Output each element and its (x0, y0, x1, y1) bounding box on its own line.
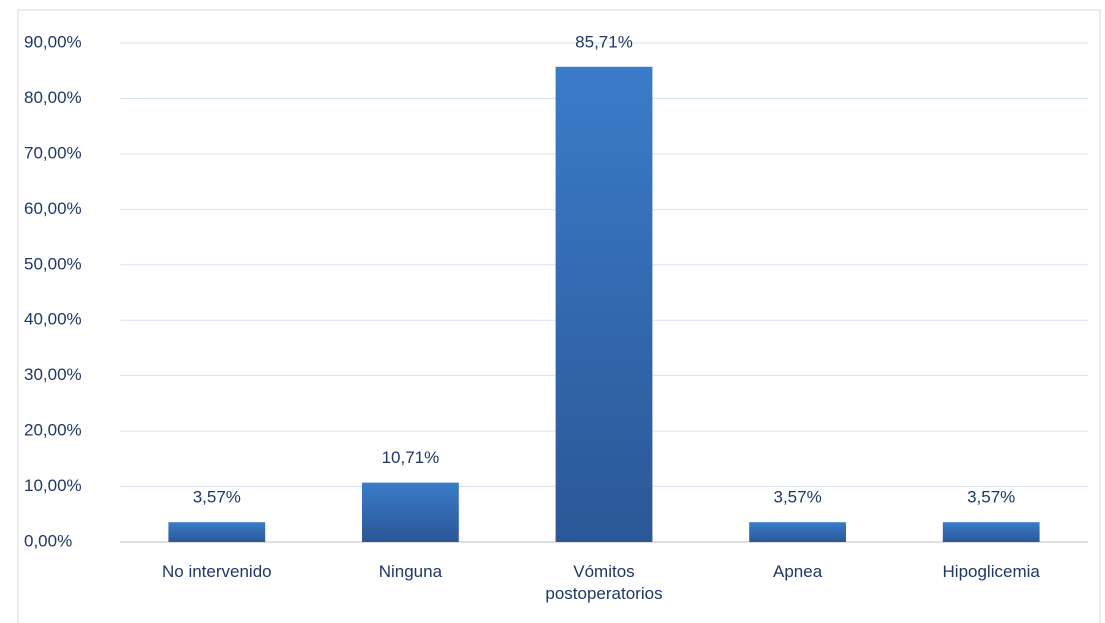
x-tick-label: Vómitos postoperatorios (545, 562, 663, 603)
data-label: 3,57% (967, 488, 1015, 507)
y-tick-label: 60,00% (24, 199, 82, 218)
y-tick-label: 40,00% (24, 310, 82, 329)
data-label: 3,57% (193, 488, 241, 507)
data-label: 3,57% (773, 488, 821, 507)
y-tick-label: 50,00% (24, 254, 82, 273)
y-tick-label: 10,00% (24, 476, 82, 495)
y-tick-label: 20,00% (24, 421, 82, 440)
y-tick-label: 70,00% (24, 143, 82, 162)
bar (168, 522, 266, 542)
bar (749, 522, 846, 542)
y-tick-label: 80,00% (24, 88, 82, 107)
bar (942, 522, 1040, 542)
bar (362, 482, 459, 542)
data-label: 10,71% (382, 448, 440, 467)
x-tick-label: Hipoglicemia (942, 562, 1040, 581)
x-tick-label: Apnea (773, 562, 823, 581)
y-tick-label: 30,00% (24, 365, 82, 384)
chart-frame (17, 9, 1101, 623)
x-tick-label: No intervenido (161, 562, 272, 581)
bar (555, 66, 653, 542)
x-tick-label: Ninguna (378, 562, 443, 581)
y-tick-label: 0,00% (24, 531, 72, 550)
y-tick-label: 90,00% (24, 32, 82, 51)
data-label: 85,71% (575, 32, 633, 51)
